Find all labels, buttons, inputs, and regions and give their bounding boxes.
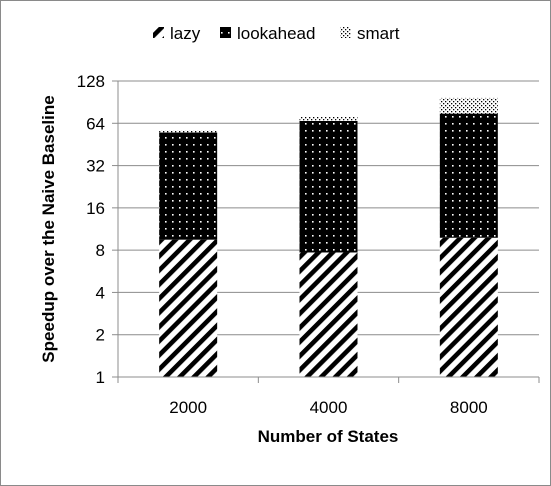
- y-tick-label: 8: [96, 241, 105, 260]
- x-axis-title: Number of States: [258, 427, 399, 446]
- y-axis-title: Speedup over the Naive Baseline: [39, 95, 58, 362]
- bar-lookahead-4000: [299, 120, 358, 253]
- bar-lazy-4000: [299, 252, 358, 377]
- bar-lazy-8000: [439, 237, 498, 377]
- legend-label-smart: smart: [357, 24, 400, 43]
- legend-label-lookahead: lookahead: [237, 24, 315, 43]
- bar-lazy-2000: [159, 239, 218, 377]
- y-tick-label: 2: [96, 326, 105, 345]
- legend: lazy lookahead smart: [153, 24, 400, 43]
- y-tick-labels: 1 2 4 8 16 32 64 128: [77, 72, 105, 387]
- bar-smart-4000: [299, 116, 358, 121]
- legend-swatch-lazy: [153, 27, 164, 38]
- bar-lookahead-2000: [159, 132, 218, 240]
- x-tick-label: 4000: [310, 398, 348, 417]
- y-tick-label: 4: [96, 283, 105, 302]
- x-tick-label: 2000: [169, 398, 207, 417]
- bars: [159, 97, 498, 377]
- legend-swatch-smart: [340, 27, 351, 38]
- bar-smart-8000: [439, 97, 498, 114]
- y-tick-label: 1: [96, 368, 105, 387]
- legend-label-lazy: lazy: [170, 24, 201, 43]
- bar-smart-2000: [159, 130, 218, 133]
- y-tick-label: 32: [86, 157, 105, 176]
- y-tick-label: 64: [86, 114, 105, 133]
- x-tick-labels: 2000 4000 8000: [169, 398, 487, 417]
- legend-swatch-lookahead: [220, 27, 231, 38]
- x-tick-label: 8000: [450, 398, 488, 417]
- bar-lookahead-8000: [439, 113, 498, 238]
- axes: [112, 80, 540, 383]
- y-tick-label: 16: [86, 199, 105, 218]
- y-tick-label: 128: [77, 72, 105, 91]
